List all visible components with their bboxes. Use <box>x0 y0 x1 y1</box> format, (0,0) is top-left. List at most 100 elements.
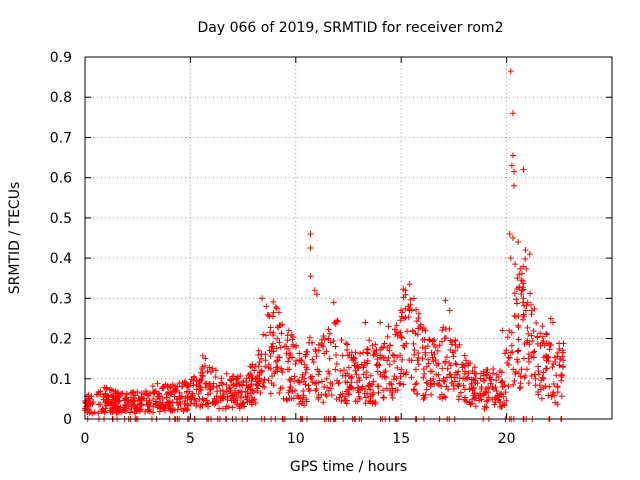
data-point <box>520 286 527 293</box>
data-point <box>398 333 405 340</box>
data-point <box>318 342 325 349</box>
data-point <box>204 400 211 407</box>
x-tick-label: 0 <box>81 431 90 447</box>
data-point <box>352 398 359 405</box>
data-point <box>535 367 542 374</box>
data-point <box>515 336 522 343</box>
data-point <box>501 402 508 409</box>
data-point <box>278 365 285 372</box>
data-point <box>518 287 525 294</box>
data-point <box>325 326 332 333</box>
data-point <box>330 337 337 344</box>
data-point <box>326 330 333 337</box>
data-point <box>489 370 496 377</box>
data-point <box>472 395 479 402</box>
data-point <box>292 344 299 351</box>
data-point <box>527 290 534 297</box>
data-point <box>402 287 409 294</box>
data-point <box>387 380 394 387</box>
data-point <box>410 386 417 393</box>
data-point <box>272 304 279 311</box>
data-point <box>513 285 520 292</box>
data-point <box>384 357 391 364</box>
data-point <box>478 385 485 392</box>
data-point <box>508 162 515 169</box>
data-point <box>530 349 537 356</box>
data-point <box>489 383 496 390</box>
data-point <box>408 374 415 381</box>
data-point <box>323 392 330 399</box>
data-point <box>182 397 189 404</box>
data-point <box>374 362 381 369</box>
data-point <box>302 353 309 360</box>
data-point <box>424 380 431 387</box>
data-point <box>525 380 532 387</box>
data-point <box>276 339 283 346</box>
data-point <box>198 387 205 394</box>
data-point <box>494 395 501 402</box>
data-point <box>318 336 325 343</box>
data-point <box>477 375 484 382</box>
data-point <box>255 351 262 358</box>
data-point <box>343 346 350 353</box>
data-point <box>422 352 429 359</box>
data-point <box>270 332 277 339</box>
data-point <box>197 384 204 391</box>
data-point <box>171 387 178 394</box>
data-point <box>274 357 281 364</box>
data-point <box>259 383 266 390</box>
data-point <box>370 352 377 359</box>
data-point <box>508 329 515 336</box>
data-point <box>289 336 296 343</box>
data-point <box>184 406 191 413</box>
data-point <box>531 348 538 355</box>
data-point <box>315 396 322 403</box>
data-point <box>485 389 492 396</box>
data-point <box>269 313 276 320</box>
data-point <box>448 341 455 348</box>
data-point <box>229 392 236 399</box>
data-point <box>419 327 426 334</box>
data-point <box>324 384 331 391</box>
data-point <box>112 395 119 402</box>
data-point <box>283 396 290 403</box>
data-point <box>384 344 391 351</box>
data-point <box>521 302 528 309</box>
data-point <box>547 342 554 349</box>
data-point <box>326 370 333 377</box>
data-point <box>515 347 522 354</box>
data-point <box>87 401 94 408</box>
data-point <box>470 385 477 392</box>
data-point <box>420 374 427 381</box>
data-point <box>242 388 249 395</box>
data-point <box>453 361 460 368</box>
data-point <box>411 347 418 354</box>
data-point <box>388 392 395 399</box>
data-point <box>513 313 520 320</box>
data-point <box>262 363 269 370</box>
data-point <box>191 395 198 402</box>
data-point <box>344 341 351 348</box>
data-point <box>273 358 280 365</box>
data-point <box>390 352 397 359</box>
data-point <box>373 350 380 357</box>
data-point <box>394 364 401 371</box>
data-point <box>359 383 366 390</box>
y-tick-label: 0.5 <box>50 211 72 227</box>
data-point <box>509 349 516 356</box>
data-point <box>525 351 532 358</box>
data-point <box>522 255 529 262</box>
data-point <box>219 405 226 412</box>
data-point <box>341 366 348 373</box>
data-point <box>136 406 143 413</box>
data-point <box>442 394 449 401</box>
data-point <box>510 366 517 373</box>
data-point <box>380 394 387 401</box>
data-point <box>441 335 448 342</box>
data-point <box>263 303 270 310</box>
data-point <box>343 400 350 407</box>
data-point <box>528 307 535 314</box>
data-point <box>445 386 452 393</box>
data-point <box>534 340 541 347</box>
y-tick-label: 0.7 <box>50 130 72 146</box>
